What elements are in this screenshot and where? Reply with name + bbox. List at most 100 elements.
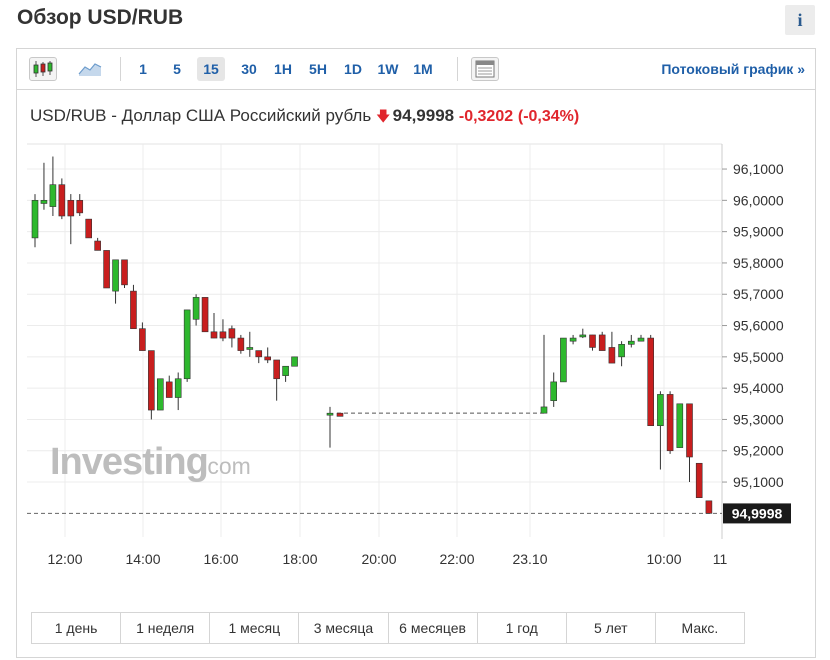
- candle-body: [210, 331, 218, 339]
- stream-chart-link[interactable]: Потоковый график »: [661, 61, 805, 77]
- candlestick-chart: 96,1000 96,0000 95,9000 95,8000 95,7000 95,60…: [27, 143, 791, 567]
- y-tick-label: 95,1000: [733, 474, 784, 490]
- candle-body: [183, 309, 191, 380]
- candle-body: [67, 200, 75, 217]
- y-tick-label: 95,3000: [733, 411, 784, 427]
- range-button-1[interactable]: 1 неделя: [121, 613, 211, 643]
- candle-body: [121, 259, 128, 286]
- interval-button-1m[interactable]: 1M: [413, 61, 433, 77]
- range-button-6[interactable]: 5 лет: [567, 613, 656, 643]
- y-tick-label: 95,7000: [733, 286, 784, 302]
- x-tick-label: 18:00: [282, 551, 317, 567]
- y-tick-label: 95,8000: [733, 255, 784, 271]
- candle-body: [40, 200, 48, 204]
- chart-toolbar: 1 5 15 30 1H 5H 1D 1W 1M Потоковый график »: [17, 49, 815, 90]
- candle-body: [637, 337, 645, 342]
- table-icon[interactable]: [471, 57, 499, 81]
- last-price-badge: [723, 503, 791, 524]
- interval-button-1w[interactable]: 1W: [377, 61, 399, 77]
- investing-watermark-suffix: .com: [201, 453, 251, 479]
- candle-body: [76, 200, 84, 214]
- range-button-5[interactable]: 1 год: [478, 613, 567, 643]
- candle-body: [85, 218, 92, 239]
- candle-body: [201, 297, 209, 333]
- y-tick-label: 96,0000: [733, 192, 784, 208]
- candle-body: [291, 356, 298, 367]
- candle-body: [58, 184, 66, 217]
- range-button-7[interactable]: Макс.: [681, 620, 719, 636]
- down-arrow-icon: 🡇: [375, 108, 391, 124]
- quote-separator: -: [106, 106, 122, 125]
- candle-body: [676, 403, 684, 448]
- candle-body: [103, 250, 110, 289]
- candlestick-icon[interactable]: [29, 57, 57, 81]
- range-button-4[interactable]: 6 месяцев: [389, 613, 478, 643]
- x-tick-label: 11: [713, 551, 728, 567]
- candle-body: [686, 403, 693, 458]
- candle-body: [550, 381, 558, 401]
- candle-body: [255, 350, 263, 358]
- candle-body: [49, 184, 57, 207]
- y-tick-label: 96,1000: [733, 161, 784, 177]
- range-button-3[interactable]: 3 месяца: [299, 613, 389, 643]
- candle-body: [237, 337, 245, 351]
- info-button[interactable]: i: [785, 5, 815, 35]
- x-tick-label: 22:00: [439, 551, 474, 567]
- candle-body: [264, 356, 271, 361]
- candle-body: [666, 394, 674, 452]
- interval-button-5[interactable]: 5: [173, 61, 181, 77]
- candle-body: [228, 328, 236, 339]
- y-tick-label: 95,2000: [733, 443, 784, 459]
- quote-header: USD/RUB - Доллар США Российский рубль 🡇 …: [30, 106, 579, 130]
- candle-body: [326, 412, 334, 416]
- candle-body: [589, 334, 596, 348]
- candle-body: [647, 337, 655, 427]
- candle-body: [336, 412, 344, 417]
- candle-body: [165, 381, 173, 398]
- candle-body: [705, 500, 713, 514]
- candle-body: [569, 337, 577, 342]
- candle-body: [246, 347, 254, 350]
- chart-widget: 1 5 15 30 1H 5H 1D 1W 1M Потоковый график » USD/…: [16, 48, 816, 658]
- quote-name: Доллар США Российский рубль: [121, 106, 372, 125]
- y-tick-label: 95,6000: [733, 318, 784, 334]
- last-price-label: 94,9998: [732, 505, 783, 521]
- candle-body: [157, 378, 164, 411]
- candle-body: [148, 350, 155, 411]
- page-title: Обзор USD/RUB: [17, 6, 184, 29]
- quote-price: 94,9998: [392, 106, 455, 125]
- candle-body: [598, 334, 606, 351]
- toolbar-separator: [457, 57, 458, 81]
- candle-body: [192, 297, 200, 320]
- candle-body: [627, 340, 635, 345]
- candle-body: [608, 347, 616, 364]
- toolbar-separator: [120, 57, 121, 81]
- quote-change: -0,3202: [458, 108, 514, 125]
- y-tick-label: 95,4000: [733, 380, 784, 396]
- interval-button-5h[interactable]: 5H: [309, 61, 327, 77]
- interval-button-1d[interactable]: 1D: [344, 61, 362, 77]
- range-button-0[interactable]: 1 день: [32, 613, 122, 643]
- x-tick-label: 12:00: [47, 551, 82, 567]
- y-tick-label: 95,9000: [733, 224, 784, 240]
- candle-body: [273, 359, 280, 380]
- x-tick-label: 23.10: [512, 551, 547, 567]
- candle-body: [174, 378, 182, 398]
- x-tick-label: 16:00: [203, 551, 238, 567]
- y-tick-label: 95,5000: [733, 349, 784, 365]
- interval-button-15[interactable]: 15: [197, 57, 225, 81]
- area-chart-icon[interactable]: [77, 57, 103, 79]
- interval-button-1[interactable]: 1: [139, 61, 147, 77]
- candle-body: [618, 344, 625, 358]
- interval-button-30[interactable]: 30: [241, 61, 257, 77]
- candle-body: [540, 406, 548, 414]
- quote-change-pct: (-0,34%): [517, 108, 580, 125]
- x-tick-label: 14:00: [125, 551, 160, 567]
- range-selector: 1 день 1 неделя 1 месяц 3 месяца 6 месяцев 1 …: [31, 612, 745, 644]
- candle-body: [579, 334, 587, 338]
- candle-body: [139, 328, 146, 351]
- candle-body: [130, 290, 137, 329]
- interval-button-1h[interactable]: 1H: [274, 61, 292, 77]
- range-button-2[interactable]: 1 месяц: [210, 613, 300, 643]
- investing-watermark-logo: Investing: [50, 441, 208, 483]
